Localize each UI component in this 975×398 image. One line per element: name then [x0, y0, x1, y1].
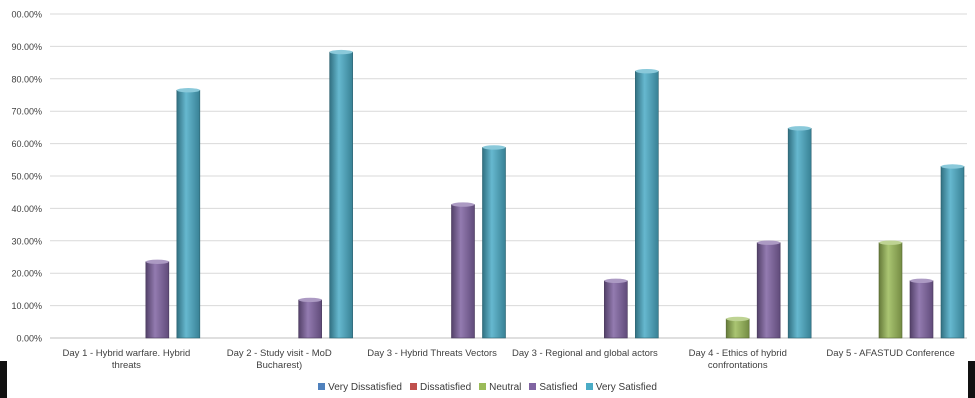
left-edge-bar: [0, 361, 7, 398]
x-category-label: Day 3 - Hybrid Threats Vectors: [367, 348, 497, 359]
bar: [329, 49, 353, 339]
legend-swatch: [318, 383, 326, 390]
legend-label: Neutral: [489, 382, 522, 393]
legend-label: Satisfied: [539, 382, 578, 393]
bar: [878, 240, 903, 339]
legend-item: Dissatisfied: [410, 382, 471, 393]
y-tick-label: 20.00%: [11, 269, 42, 279]
bar: [298, 297, 322, 339]
x-category-label: Day 2 - Study visit - MoD Bucharest): [227, 348, 332, 371]
bar: [787, 126, 812, 339]
y-axis-tick-labels: 0.00% 10.00% 20.00% 30.00% 40.00% 50.00% 60.00…: [11, 10, 42, 344]
bar: [635, 68, 659, 339]
legend-item: Satisfied: [529, 382, 578, 393]
legend-label: Dissatisfied: [420, 382, 472, 393]
bar: [604, 278, 628, 339]
legend-item: Neutral: [479, 382, 521, 393]
bar: [176, 88, 201, 339]
legend-label: Very Dissatisfied: [328, 382, 402, 393]
legend-swatch: [410, 383, 417, 390]
y-tick-label: 90.00%: [11, 42, 42, 52]
bar: [940, 164, 965, 339]
y-tick-label: 70.00%: [11, 107, 42, 117]
bar: [756, 240, 781, 339]
y-tick-label: 80.00%: [11, 74, 42, 84]
bar: [145, 259, 170, 339]
bars: [145, 49, 965, 339]
legend-item: Very Dissatisfied: [318, 382, 402, 393]
x-category-label: Day 3 - Regional and global actors: [512, 348, 658, 359]
bar: [451, 202, 475, 339]
bar: [909, 278, 934, 339]
bar: [482, 145, 506, 339]
y-tick-label: 00.00%: [11, 10, 42, 20]
right-edge-bar: [968, 361, 975, 398]
y-tick-label: 50.00%: [11, 172, 42, 182]
x-category-label: Day 1 - Hybrid warfare. Hybrid threats: [63, 348, 191, 371]
x-category-label: Day 5 - AFASTUD Conference: [826, 348, 954, 359]
y-tick-label: 0.00%: [16, 334, 42, 344]
legend-swatch: [585, 383, 593, 390]
x-axis-category-labels: Day 1 - Hybrid warfare. Hybrid threats Day…: [63, 348, 955, 371]
y-tick-label: 40.00%: [11, 204, 42, 214]
legend-label: Very Satisfied: [595, 382, 657, 393]
gridlines: [50, 13, 967, 339]
x-category-label: Day 4 - Ethics of hybrid confrontations: [689, 348, 787, 371]
bar: [725, 316, 750, 339]
y-tick-label: 60.00%: [11, 139, 42, 149]
legend: Very Dissatisfied Dissatisfied Neutral Sati…: [0, 382, 975, 393]
legend-swatch: [479, 383, 487, 390]
y-tick-label: 10.00%: [11, 301, 42, 311]
legend-item: Very Satisfied: [585, 382, 657, 393]
legend-swatch: [529, 383, 537, 390]
y-tick-label: 30.00%: [11, 236, 42, 246]
